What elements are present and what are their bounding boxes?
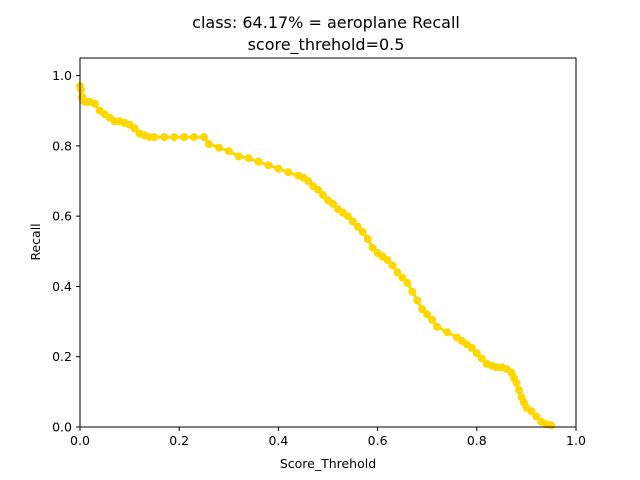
y-tick-label: 0.2 xyxy=(52,349,72,364)
data-point xyxy=(319,191,328,200)
y-tick-label: 0.8 xyxy=(52,138,72,153)
data-point xyxy=(274,164,283,173)
data-point xyxy=(368,243,377,252)
data-point xyxy=(214,143,223,152)
chart-subtitle: score_threhold=0.5 xyxy=(248,35,405,55)
data-point xyxy=(383,256,392,265)
data-point xyxy=(413,296,422,305)
x-axis-ticks: 0.0 0.2 0.4 0.6 0.8 1.0 xyxy=(70,427,586,448)
data-point xyxy=(512,379,521,388)
y-axis-label: Recall xyxy=(28,223,43,260)
x-tick-label: 1.0 xyxy=(566,433,586,448)
data-point xyxy=(433,322,442,331)
data-point xyxy=(150,133,159,142)
y-tick-label: 0.6 xyxy=(52,209,72,224)
data-point xyxy=(224,147,233,156)
data-point xyxy=(200,133,208,142)
y-tick-label: 1.0 xyxy=(52,68,72,83)
data-point xyxy=(514,386,523,395)
data-point xyxy=(403,278,412,287)
data-point xyxy=(264,161,273,170)
x-tick-label: 0.8 xyxy=(467,433,487,448)
data-point xyxy=(90,99,99,108)
data-point xyxy=(477,354,486,363)
data-point xyxy=(343,212,352,221)
data-point xyxy=(363,234,372,243)
y-tick-label: 0.0 xyxy=(52,420,72,435)
x-tick-label: 0.4 xyxy=(268,433,288,448)
data-point xyxy=(393,268,402,277)
data-point xyxy=(408,287,417,296)
data-point xyxy=(190,133,199,142)
data-point xyxy=(204,140,213,149)
x-tick-label: 0.6 xyxy=(368,433,388,448)
data-point xyxy=(328,199,337,208)
data-point xyxy=(358,227,367,236)
data-point xyxy=(472,349,481,358)
data-point xyxy=(160,133,169,142)
data-point xyxy=(76,85,85,94)
data-point xyxy=(254,157,263,166)
x-axis-label: Score_Threhold xyxy=(280,456,376,471)
y-axis-ticks: 0.0 0.2 0.4 0.6 0.8 1.0 xyxy=(52,68,80,435)
plot-area xyxy=(76,82,556,430)
chart-title: class: 64.17% = aeroplane Recall xyxy=(192,13,460,32)
y-tick-label: 0.4 xyxy=(52,279,72,294)
data-point xyxy=(244,154,253,163)
data-point xyxy=(443,328,452,337)
data-point xyxy=(527,407,536,416)
x-tick-label: 0.0 xyxy=(70,433,90,448)
data-point xyxy=(170,133,179,142)
data-point xyxy=(423,310,432,319)
data-point xyxy=(532,412,541,421)
data-point xyxy=(467,343,476,352)
data-point xyxy=(234,152,243,161)
data-point xyxy=(284,168,293,177)
data-point xyxy=(130,124,139,133)
data-point xyxy=(314,185,323,194)
data-point xyxy=(353,222,362,231)
data-point xyxy=(418,305,427,314)
data-point xyxy=(428,315,437,324)
data-point xyxy=(547,421,556,430)
data-point xyxy=(304,177,313,185)
data-point xyxy=(180,133,189,142)
data-point xyxy=(398,273,407,282)
axes-frame xyxy=(79,57,577,428)
x-tick-label: 0.2 xyxy=(169,433,189,448)
data-point xyxy=(348,217,357,226)
data-point xyxy=(388,261,397,270)
